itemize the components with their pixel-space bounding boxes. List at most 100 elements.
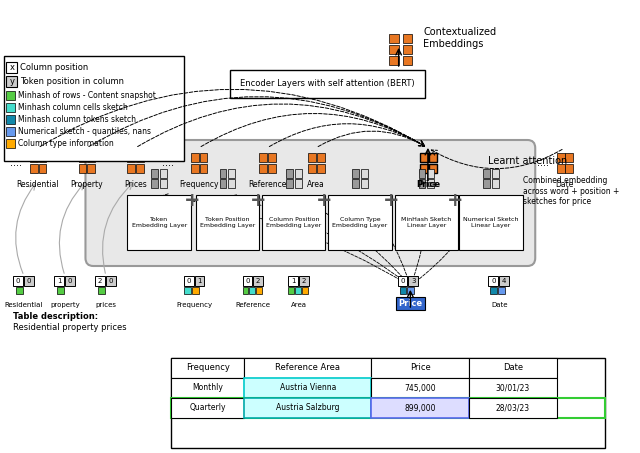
- Text: Reference: Reference: [236, 302, 271, 308]
- Bar: [243, 287, 248, 294]
- Text: Token
Embedding Layer: Token Embedding Layer: [131, 217, 187, 228]
- Bar: [408, 287, 414, 294]
- Bar: [299, 276, 309, 286]
- Bar: [172, 398, 605, 418]
- Text: Minhash column cells sketch: Minhash column cells sketch: [18, 103, 128, 112]
- Text: Frequency: Frequency: [179, 180, 218, 189]
- Bar: [6, 91, 15, 100]
- Bar: [295, 179, 301, 188]
- Bar: [30, 153, 38, 162]
- Bar: [228, 179, 236, 188]
- Bar: [88, 153, 95, 162]
- Text: Price: Price: [398, 299, 422, 308]
- Bar: [259, 164, 267, 173]
- Text: MinHash Sketch
Linear Layer: MinHash Sketch Linear Layer: [401, 217, 452, 228]
- Text: Area: Area: [291, 302, 307, 308]
- Text: 30/01/23: 30/01/23: [495, 384, 530, 392]
- Bar: [253, 276, 263, 286]
- Bar: [428, 169, 435, 178]
- Bar: [192, 287, 198, 294]
- Bar: [317, 164, 324, 173]
- Bar: [419, 179, 426, 188]
- Text: 0: 0: [245, 278, 250, 284]
- Bar: [403, 45, 412, 54]
- Bar: [244, 378, 371, 398]
- Bar: [371, 398, 469, 418]
- Bar: [172, 358, 605, 448]
- Bar: [395, 195, 458, 250]
- Text: Numerical Sketch
Linear Layer: Numerical Sketch Linear Layer: [463, 217, 518, 228]
- Text: 0: 0: [187, 278, 191, 284]
- Bar: [499, 276, 509, 286]
- Bar: [429, 164, 436, 173]
- Bar: [191, 164, 198, 173]
- Bar: [220, 169, 227, 178]
- Text: Learnt attention: Learnt attention: [488, 156, 568, 166]
- Bar: [127, 153, 135, 162]
- Text: 1: 1: [291, 278, 296, 284]
- Bar: [420, 153, 428, 162]
- Bar: [286, 169, 292, 178]
- Bar: [79, 164, 86, 173]
- Bar: [136, 164, 144, 173]
- Text: 899,000: 899,000: [404, 404, 436, 413]
- Bar: [492, 169, 499, 178]
- Text: Reference: Reference: [248, 180, 286, 189]
- Bar: [13, 276, 23, 286]
- Text: Property: Property: [70, 180, 103, 189]
- Bar: [151, 169, 158, 178]
- Bar: [396, 297, 425, 310]
- Text: 0: 0: [16, 278, 20, 284]
- Text: Numerical sketch - quantiles, nans: Numerical sketch - quantiles, nans: [18, 127, 151, 136]
- Bar: [195, 276, 205, 286]
- Text: 4: 4: [502, 278, 506, 284]
- Text: Residential: Residential: [5, 302, 43, 308]
- Bar: [230, 70, 425, 98]
- Bar: [3, 56, 184, 161]
- Text: 0: 0: [491, 278, 495, 284]
- Text: 745,000: 745,000: [404, 384, 436, 392]
- Bar: [557, 153, 564, 162]
- Bar: [420, 164, 428, 173]
- Text: Residential: Residential: [17, 180, 59, 189]
- Bar: [244, 398, 371, 418]
- Text: Column position: Column position: [20, 63, 88, 72]
- Bar: [308, 164, 316, 173]
- Bar: [30, 164, 38, 173]
- Bar: [469, 358, 557, 378]
- Text: ....: ....: [10, 158, 22, 168]
- Text: Austria Salzburg: Austria Salzburg: [276, 404, 340, 413]
- Bar: [469, 378, 557, 398]
- Bar: [420, 164, 428, 173]
- Text: 1: 1: [197, 278, 202, 284]
- Bar: [172, 358, 244, 378]
- Text: Frequency: Frequency: [177, 302, 213, 308]
- Text: Column type information: Column type information: [18, 139, 114, 148]
- Bar: [228, 169, 236, 178]
- Text: +: +: [447, 191, 463, 210]
- Bar: [289, 287, 294, 294]
- Bar: [352, 179, 359, 188]
- Bar: [220, 179, 227, 188]
- Bar: [54, 276, 64, 286]
- Bar: [250, 287, 255, 294]
- Bar: [160, 179, 167, 188]
- Text: +: +: [250, 191, 266, 210]
- Text: Minhash of rows - Content snapshot: Minhash of rows - Content snapshot: [18, 91, 156, 100]
- Text: Reference Area: Reference Area: [275, 363, 340, 372]
- Bar: [262, 195, 326, 250]
- Bar: [308, 153, 316, 162]
- Bar: [408, 276, 418, 286]
- Text: 28/03/23: 28/03/23: [496, 404, 530, 413]
- Bar: [151, 179, 158, 188]
- Bar: [397, 276, 408, 286]
- Bar: [389, 56, 399, 65]
- Bar: [295, 287, 301, 294]
- Bar: [557, 164, 564, 173]
- Text: Encoder Layers with self attention (BERT): Encoder Layers with self attention (BERT…: [240, 79, 415, 88]
- Bar: [136, 153, 144, 162]
- Text: y: y: [10, 77, 14, 86]
- Bar: [289, 276, 298, 286]
- Text: Residential property prices: Residential property prices: [13, 323, 127, 332]
- Text: 2: 2: [302, 278, 306, 284]
